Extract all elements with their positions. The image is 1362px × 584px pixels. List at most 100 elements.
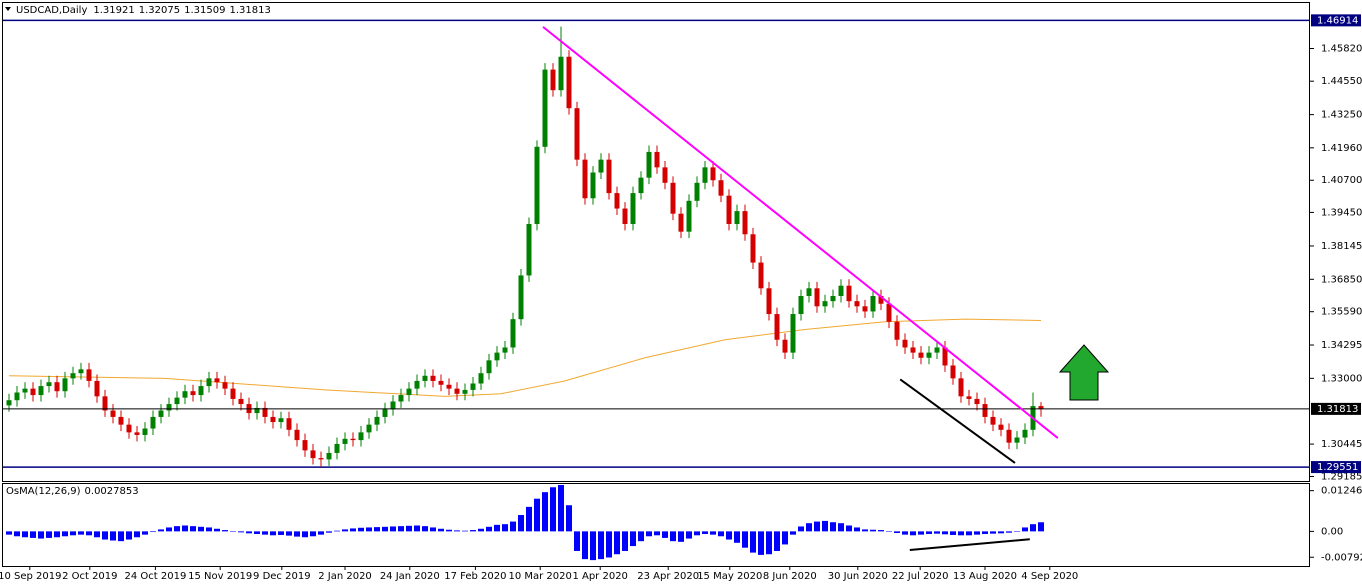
candle-body: [822, 301, 828, 307]
osma-bar: [726, 531, 732, 540]
candle-body: [678, 213, 684, 232]
candle-body: [86, 369, 92, 381]
osma-bar: [102, 531, 108, 540]
x-tick-label: 30 Jun 2020: [828, 571, 888, 582]
candle-body: [254, 407, 260, 414]
osma-bar: [686, 531, 692, 539]
indicator-last: 0.0027853: [85, 486, 139, 497]
candle-body: [582, 159, 588, 199]
osma-bar: [870, 529, 876, 532]
candle-body: [494, 352, 500, 361]
osma-bar: [558, 484, 564, 532]
osma-bar: [630, 531, 636, 547]
candle-body: [934, 347, 940, 353]
osma-bar: [550, 487, 556, 532]
y-tick-label: 1.39450: [1321, 207, 1362, 218]
osma-bar: [790, 531, 796, 535]
osma-bar: [294, 531, 300, 537]
candle-body: [38, 386, 44, 396]
candle-body: [854, 301, 860, 307]
osma-bar: [254, 531, 260, 534]
osma-bar: [358, 527, 364, 532]
x-tick-label: 15 May 2020: [697, 571, 762, 582]
osma-bar: [598, 531, 604, 560]
osma-bar: [390, 526, 396, 532]
osma-bar: [798, 526, 804, 532]
osma-bar: [126, 531, 132, 540]
candle-body: [558, 56, 564, 91]
osma-bar: [94, 531, 100, 538]
candle-body: [670, 182, 676, 214]
candle-body: [398, 395, 404, 402]
x-tick-label: 10 Mar 2020: [508, 571, 571, 582]
candle-body: [262, 407, 268, 417]
osma-bar: [166, 527, 172, 532]
candle-body: [766, 288, 772, 315]
candle-body: [358, 432, 364, 441]
osma-bar: [150, 531, 156, 533]
candle-body: [30, 388, 36, 396]
osma-bar: [86, 531, 92, 536]
osma-bar: [206, 527, 212, 532]
osma-bar: [246, 531, 252, 534]
candle-body: [870, 296, 876, 312]
x-tick-label: 8 Jun 2020: [763, 571, 817, 582]
candle-body: [6, 400, 12, 406]
osma-bar: [174, 526, 180, 532]
candle-body: [102, 396, 108, 411]
osma-bar: [270, 531, 276, 536]
osma-bar: [950, 531, 956, 535]
osma-bar: [710, 531, 716, 535]
candle-body: [190, 391, 196, 396]
candle-body: [534, 146, 540, 224]
level-label-box: [1311, 461, 1361, 474]
candle-body: [646, 151, 652, 178]
osma-bar: [54, 531, 60, 538]
candle-body: [414, 380, 420, 389]
osma-bar: [214, 528, 220, 532]
osma-bar: [534, 498, 540, 532]
osma-bar: [374, 527, 380, 532]
osma-bar: [158, 529, 164, 532]
candle-body: [462, 389, 468, 394]
osma-bar: [182, 525, 188, 532]
osma-bar: [606, 531, 612, 558]
candle-body: [918, 352, 924, 358]
x-tick-label: 17 Feb 2020: [444, 571, 506, 582]
chart-header: USDCAD,Daily 1.31921 1.32075 1.31509 1.31813: [16, 5, 271, 16]
y-tick-label: 1.34295: [1321, 340, 1362, 351]
candle-body: [982, 404, 988, 417]
osma-bar: [782, 531, 788, 545]
candle-body: [590, 172, 596, 199]
candle-body: [846, 285, 852, 302]
candle-body: [638, 177, 644, 194]
candle-body: [270, 416, 276, 423]
candle-body: [174, 397, 180, 405]
osma-bar: [1022, 527, 1028, 532]
last-low: 1.31509: [184, 5, 225, 16]
osma-bar: [110, 531, 116, 541]
last-high: 1.32075: [139, 5, 180, 16]
candle-body: [294, 429, 300, 441]
x-tick-label: 1 Apr 2020: [572, 571, 627, 582]
indicator-header: OsMA(12,26,9) 0.0027853: [6, 486, 139, 497]
osma-bar: [822, 520, 828, 532]
candle-body: [206, 378, 212, 387]
osma-bar: [494, 524, 500, 532]
menu-triangle: [5, 7, 11, 11]
osma-bar: [350, 528, 356, 532]
candle-body: [902, 339, 908, 348]
candle-body: [446, 384, 452, 389]
up-arrow: [1058, 344, 1110, 401]
osma-bar: [670, 531, 676, 542]
candle-body: [166, 404, 172, 411]
candle-body: [134, 432, 140, 435]
osma-bar: [990, 531, 996, 534]
y-tick-label: 1.35590: [1321, 307, 1362, 318]
candle-body: [430, 375, 436, 381]
osma-bar: [30, 531, 36, 538]
osma-bar: [902, 531, 908, 535]
osma-bar: [982, 531, 988, 534]
y-tick-label: 1.45820: [1321, 44, 1362, 55]
